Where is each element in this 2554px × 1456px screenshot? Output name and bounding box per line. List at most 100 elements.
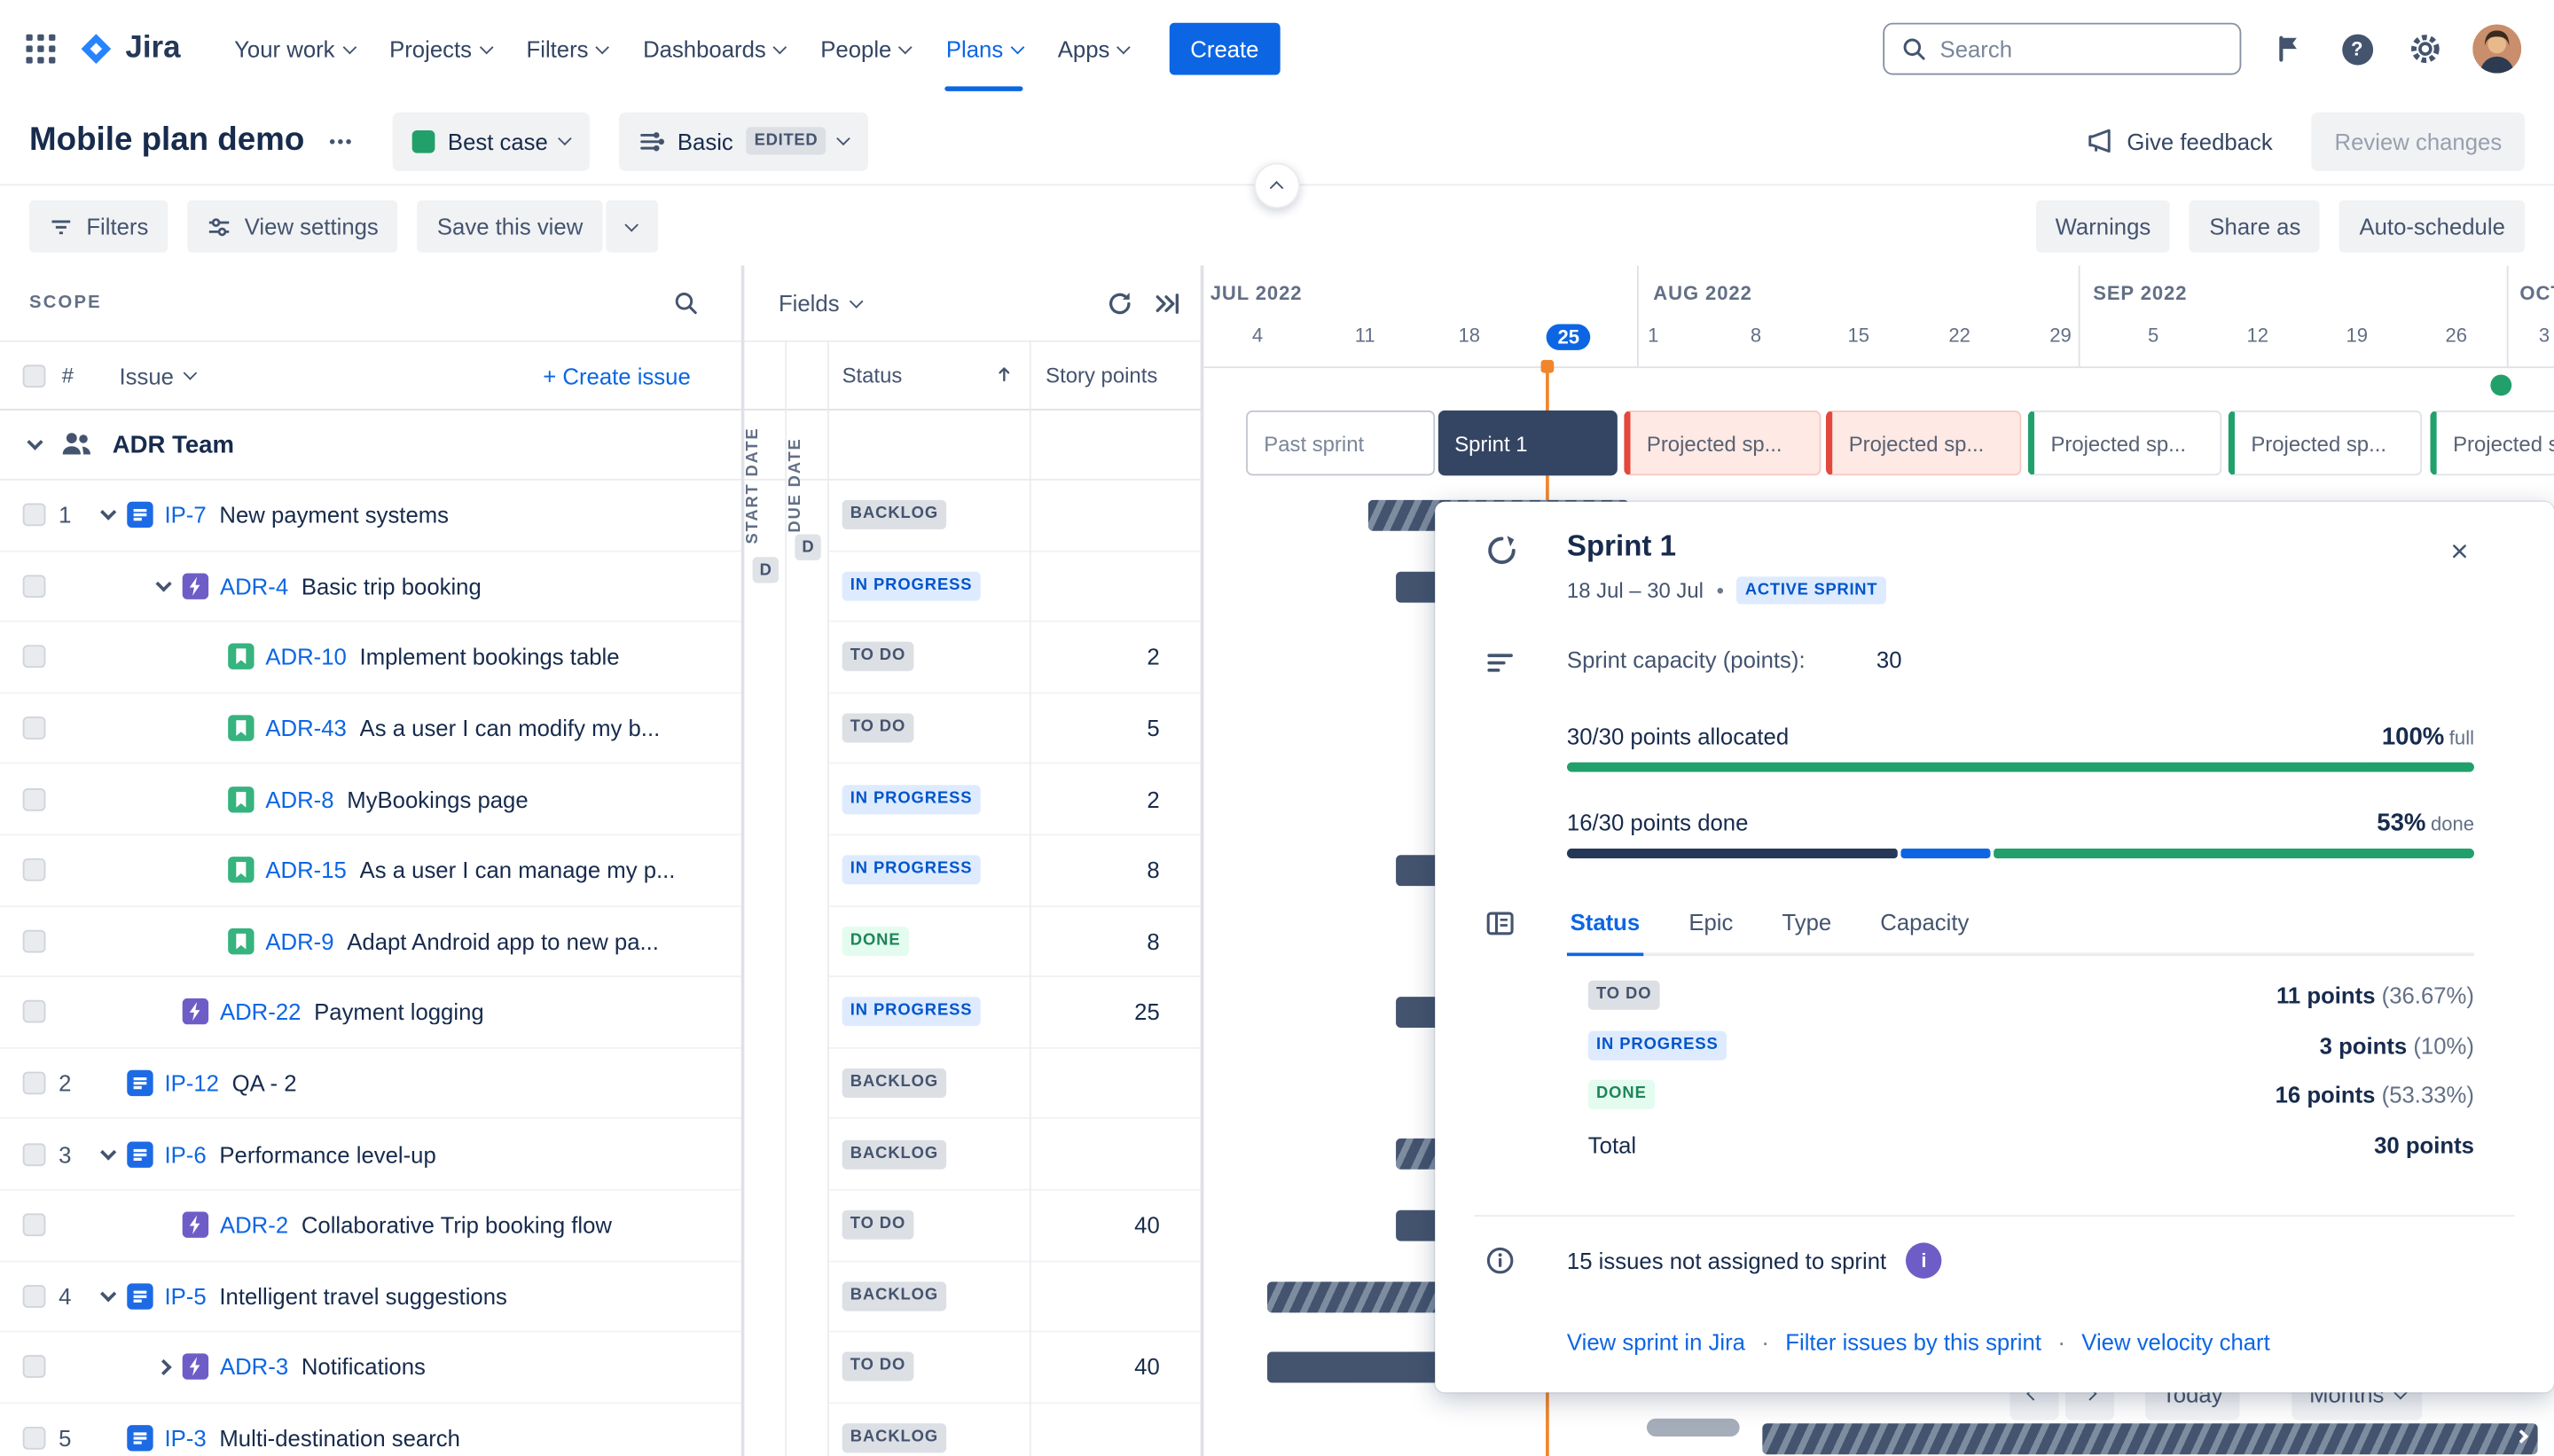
row-checkbox[interactable] — [23, 787, 46, 810]
link-view-sprint-in-jira[interactable]: View sprint in Jira — [1567, 1329, 1745, 1355]
issue-row-adr-22[interactable]: ADR-22Payment logging — [0, 977, 741, 1048]
whats-new-icon[interactable] — [2268, 27, 2310, 70]
row-checkbox[interactable] — [23, 930, 46, 953]
nav-item-projects[interactable]: Projects — [372, 0, 508, 98]
row-checkbox[interactable] — [23, 575, 46, 598]
issue-row-ip-6[interactable]: 3IP-6Performance level-up — [0, 1119, 741, 1190]
issue-row-ip-12[interactable]: 2IP-12QA - 2 — [0, 1048, 741, 1119]
issue-row-ip-7[interactable]: 1IP-7New payment systems — [0, 481, 741, 552]
nav-item-apps[interactable]: Apps — [1040, 0, 1147, 98]
row-checkbox[interactable] — [23, 1143, 46, 1166]
issue-key[interactable]: ADR-15 — [265, 857, 346, 883]
chevron-right-icon[interactable] — [144, 1361, 183, 1373]
issue-row-adr-43[interactable]: ADR-43As a user I can modify my b... — [0, 693, 741, 764]
row-checkbox[interactable] — [23, 858, 46, 881]
issue-key[interactable]: IP-3 — [165, 1425, 207, 1451]
team-row[interactable]: ADR Team — [0, 411, 741, 481]
story-points-column-header[interactable]: Story points — [1046, 364, 1157, 388]
sprint-bar-past-sprint[interactable]: Past sprint — [1246, 411, 1435, 475]
sprint-bar-projected-sp[interactable]: Projected sp... — [2229, 411, 2423, 475]
chevron-down-icon[interactable] — [88, 512, 127, 518]
issue-key[interactable]: ADR-22 — [220, 999, 301, 1025]
sprint-bar-projected-sp[interactable]: Projected sp... — [1826, 411, 2021, 475]
settings-icon[interactable] — [2404, 27, 2447, 70]
issue-key[interactable]: ADR-2 — [220, 1212, 288, 1238]
row-checkbox[interactable] — [23, 504, 46, 527]
issue-key[interactable]: ADR-43 — [265, 715, 346, 740]
issue-row-adr-4[interactable]: ADR-4Basic trip booking — [0, 552, 741, 622]
schedule-bar[interactable] — [1762, 1423, 2537, 1454]
collapse-header-button[interactable] — [1254, 163, 1299, 208]
tab-status[interactable]: Status — [1567, 905, 1643, 956]
nav-item-people[interactable]: People — [803, 0, 928, 98]
sprint-bar-projected-sp[interactable]: Projected sp... — [2430, 411, 2554, 475]
issue-key[interactable]: ADR-3 — [220, 1354, 288, 1380]
row-checkbox[interactable] — [23, 716, 46, 740]
help-icon[interactable] — [2336, 27, 2378, 70]
status-column-header[interactable]: Status — [842, 364, 903, 388]
issue-row-adr-8[interactable]: ADR-8MyBookings page — [0, 764, 741, 835]
fields-selector[interactable]: Fields — [779, 290, 861, 316]
tab-type[interactable]: Type — [1779, 905, 1835, 952]
nav-item-dashboards[interactable]: Dashboards — [625, 0, 803, 98]
row-checkbox[interactable] — [23, 1001, 46, 1024]
search-input[interactable]: Search — [1883, 23, 2241, 75]
sprint-bar-projected-sp[interactable]: Projected sp... — [1624, 411, 1821, 475]
unassigned-badge[interactable]: i — [1906, 1242, 1941, 1278]
save-view-dropdown-button[interactable] — [606, 200, 658, 253]
nav-item-plans[interactable]: Plans — [928, 0, 1040, 98]
issue-row-adr-15[interactable]: ADR-15As a user I can manage my p... — [0, 835, 741, 906]
tab-epic[interactable]: Epic — [1686, 905, 1736, 952]
issue-row-ip-5[interactable]: 4IP-5Intelligent travel suggestions — [0, 1262, 741, 1333]
row-checkbox[interactable] — [23, 1427, 46, 1450]
issue-key[interactable]: IP-5 — [165, 1283, 207, 1309]
chevron-down-icon[interactable] — [144, 583, 183, 589]
issue-key[interactable]: ADR-10 — [265, 644, 346, 669]
close-icon[interactable] — [2440, 531, 2479, 570]
sort-ascending-icon[interactable] — [993, 364, 1015, 385]
issue-key[interactable]: IP-7 — [165, 502, 207, 528]
sprint-bar-projected-sp[interactable]: Projected sp... — [2028, 411, 2222, 475]
refresh-icon[interactable] — [1106, 289, 1133, 317]
review-changes-button[interactable]: Review changes — [2312, 112, 2525, 170]
issue-row-adr-9[interactable]: ADR-9Adapt Android app to new pa... — [0, 906, 741, 977]
warnings-button[interactable]: Warnings — [2036, 200, 2171, 253]
give-feedback-button[interactable]: Give feedback — [2076, 125, 2282, 156]
issue-row-adr-2[interactable]: ADR-2Collaborative Trip booking flow — [0, 1191, 741, 1262]
issue-key[interactable]: ADR-4 — [220, 573, 288, 599]
share-as-button[interactable]: Share as — [2190, 200, 2320, 253]
app-switcher-icon[interactable] — [26, 35, 55, 64]
scenario-selector[interactable]: Best case — [392, 112, 589, 170]
jira-logo[interactable]: Jira — [78, 31, 180, 67]
user-avatar[interactable] — [2472, 25, 2521, 74]
save-view-button[interactable]: Save this view — [418, 200, 602, 253]
chevron-down-icon[interactable] — [88, 1151, 127, 1157]
auto-schedule-button[interactable]: Auto-schedule — [2339, 200, 2524, 253]
issue-row-ip-3[interactable]: 5IP-3Multi-destination search — [0, 1404, 741, 1456]
row-checkbox[interactable] — [23, 646, 46, 669]
nav-item-your-work[interactable]: Your work — [216, 0, 372, 98]
create-issue-button[interactable]: + Create issue — [533, 361, 701, 390]
chevron-down-icon[interactable] — [88, 1293, 127, 1299]
view-settings-button[interactable]: View settings — [187, 200, 397, 253]
issue-key[interactable]: IP-6 — [165, 1141, 207, 1167]
issue-key[interactable]: ADR-9 — [265, 928, 333, 954]
scope-search-icon[interactable] — [673, 290, 699, 316]
row-checkbox[interactable] — [23, 1072, 46, 1095]
issue-row-adr-3[interactable]: ADR-3Notifications — [0, 1333, 741, 1404]
issue-key[interactable]: ADR-8 — [265, 787, 333, 812]
link-filter-issues-by-this-sprint[interactable]: Filter issues by this sprint — [1785, 1329, 2041, 1355]
row-checkbox[interactable] — [23, 1285, 46, 1308]
select-all-checkbox[interactable] — [23, 364, 46, 387]
sprint-bar-sprint-1[interactable]: Sprint 1 — [1438, 411, 1618, 475]
collapse-fields-icon[interactable] — [1153, 289, 1180, 317]
horizontal-scrollbar[interactable] — [1647, 1419, 1740, 1436]
issue-row-adr-10[interactable]: ADR-10Implement bookings table — [0, 622, 741, 693]
nav-item-filters[interactable]: Filters — [508, 0, 625, 98]
create-button[interactable]: Create — [1169, 23, 1280, 75]
link-view-velocity-chart[interactable]: View velocity chart — [2081, 1329, 2269, 1355]
tab-capacity[interactable]: Capacity — [1877, 905, 1972, 952]
more-options-button[interactable] — [317, 118, 363, 163]
issue-column-header[interactable]: Issue — [120, 363, 194, 388]
row-checkbox[interactable] — [23, 1214, 46, 1237]
